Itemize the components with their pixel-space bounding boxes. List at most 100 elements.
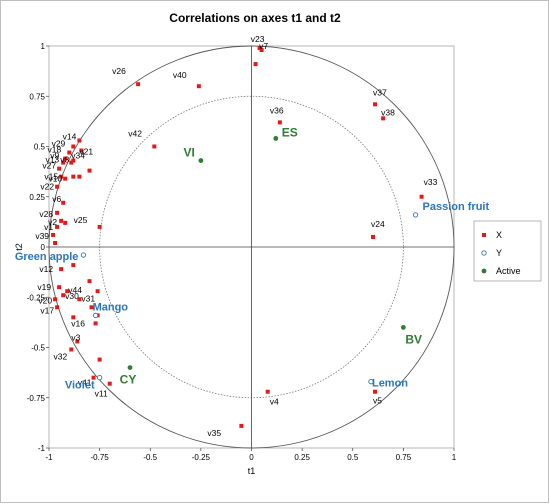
active-point-cy [127,365,133,370]
x-tick-label: -1 [45,453,53,462]
x-point-v33-label: v33 [424,177,438,187]
x-point-v34 [71,158,76,163]
x-point-v5 [373,389,378,394]
x-point [97,357,102,362]
x-point-v20 [53,297,58,302]
x-point-v16 [71,315,76,320]
x-tick-label: 1 [452,453,457,462]
x-point-v6-label: v6 [52,194,61,204]
x-point-v17 [55,305,60,310]
active-point-bv-label: BV [405,332,422,346]
x-point-v35-label: v35 [207,428,221,438]
x-point-v23-label: v23 [251,34,265,44]
x-point-v12-label: v12 [39,264,53,274]
x-point-v13-label: v13 [45,155,59,165]
x-point-v27 [57,166,62,171]
x-point-v28-label: v28 [39,209,53,219]
x-point [63,220,68,225]
x-point-v27-label: v27 [42,161,56,171]
y-tick-label: -1 [38,444,46,453]
x-point-v40 [196,84,201,89]
x-point-v29 [71,144,76,149]
x-point-v19 [57,285,62,290]
x-point-v18 [67,150,72,155]
x-tick-label: -0.25 [192,453,211,462]
active-point-es [273,136,279,141]
x-point-v4 [265,389,270,394]
x-point-v23 [257,46,262,51]
x-point-v18-label: v18 [48,145,62,155]
x-point-v40-label: v40 [173,70,187,80]
x-tick-label: 0.75 [396,453,412,462]
x-point-v17-label: v17 [40,305,54,315]
x-axis-label: t1 [248,466,256,476]
x-point-v6 [61,200,66,205]
y-tick-label: 0.5 [34,143,46,152]
x-point-v36 [277,120,282,125]
y-point-passion-fruit [412,212,419,218]
x-point-v10-label: v10 [48,174,62,184]
x-point-v42-label: v42 [128,129,142,139]
legend: XY Active [473,220,542,282]
x-point-v33 [419,194,424,199]
legend-active-marker [481,268,487,274]
x-point [95,289,100,294]
y-point-lemon-label: Lemon [372,378,408,390]
x-point-v20-label: v20 [38,295,52,305]
x-point-v22 [55,184,60,189]
x-point-v37 [373,102,378,107]
active-point-vi-label: VI [184,146,195,160]
x-point-v38-label: v38 [381,107,395,117]
x-point-v19-label: v19 [37,282,51,292]
x-point-v25-label: v25 [74,215,88,225]
y-point-passion-fruit-label: Passion fruit [423,201,490,213]
x-point-v31 [77,297,82,302]
x-point-v5-label: v5 [373,396,382,406]
x-point-v37-label: v37 [373,87,387,97]
x-point-v44-label: v44 [68,285,82,295]
x-point-v8 [69,160,74,165]
x-point [87,279,92,284]
y-tick-label: -0.25 [27,293,46,302]
active-point-es-label: ES [282,125,298,139]
y-axis-label: t2 [14,243,24,251]
x-point-v21 [79,148,84,153]
x-point-v41-label: v41 [78,378,92,388]
x-point-v35 [239,423,244,428]
x-point-v31-label: v31 [81,293,95,303]
x-point-v3 [75,339,80,344]
x-point-v41 [91,375,96,380]
legend-x-label: X [496,230,502,240]
x-point [53,240,58,245]
active-point-vi [198,158,204,163]
x-point-v11-label: v11 [95,389,108,399]
x-point-v9-label: v9 [50,151,59,161]
y-point-violet-label: Violet [65,380,95,392]
x-point-v7-label: v7 [259,41,268,51]
x-point-v39-label: v39 [35,231,49,241]
x-point [93,321,98,326]
x-tick-label: 0 [249,453,254,462]
legend-y-marker [481,250,487,256]
x-point-v30-label: v30 [65,291,79,301]
x-point-v2 [59,218,64,223]
x-point-v34-label: v34 [71,151,85,161]
chart-title: Correlations on axes t1 and t2 [169,11,341,25]
x-tick-label: -0.5 [143,453,157,462]
x-point-v1 [55,224,60,229]
x-point-v9 [63,156,68,161]
x-point-v12 [59,267,64,272]
x-point-v30 [61,293,66,298]
x-point-v39 [51,232,56,237]
x-point-v26 [136,82,141,87]
x-point-v42 [152,144,157,149]
y-tick-label: -0.75 [27,394,46,403]
x-point-v36-label: v36 [270,105,284,115]
x-point-v25 [97,224,102,229]
legend-y-label: Y [496,248,502,258]
y-point-mango [92,312,99,318]
x-point-v14 [77,138,82,143]
y-tick-label: -0.5 [31,344,45,353]
x-point-v10 [63,176,68,181]
